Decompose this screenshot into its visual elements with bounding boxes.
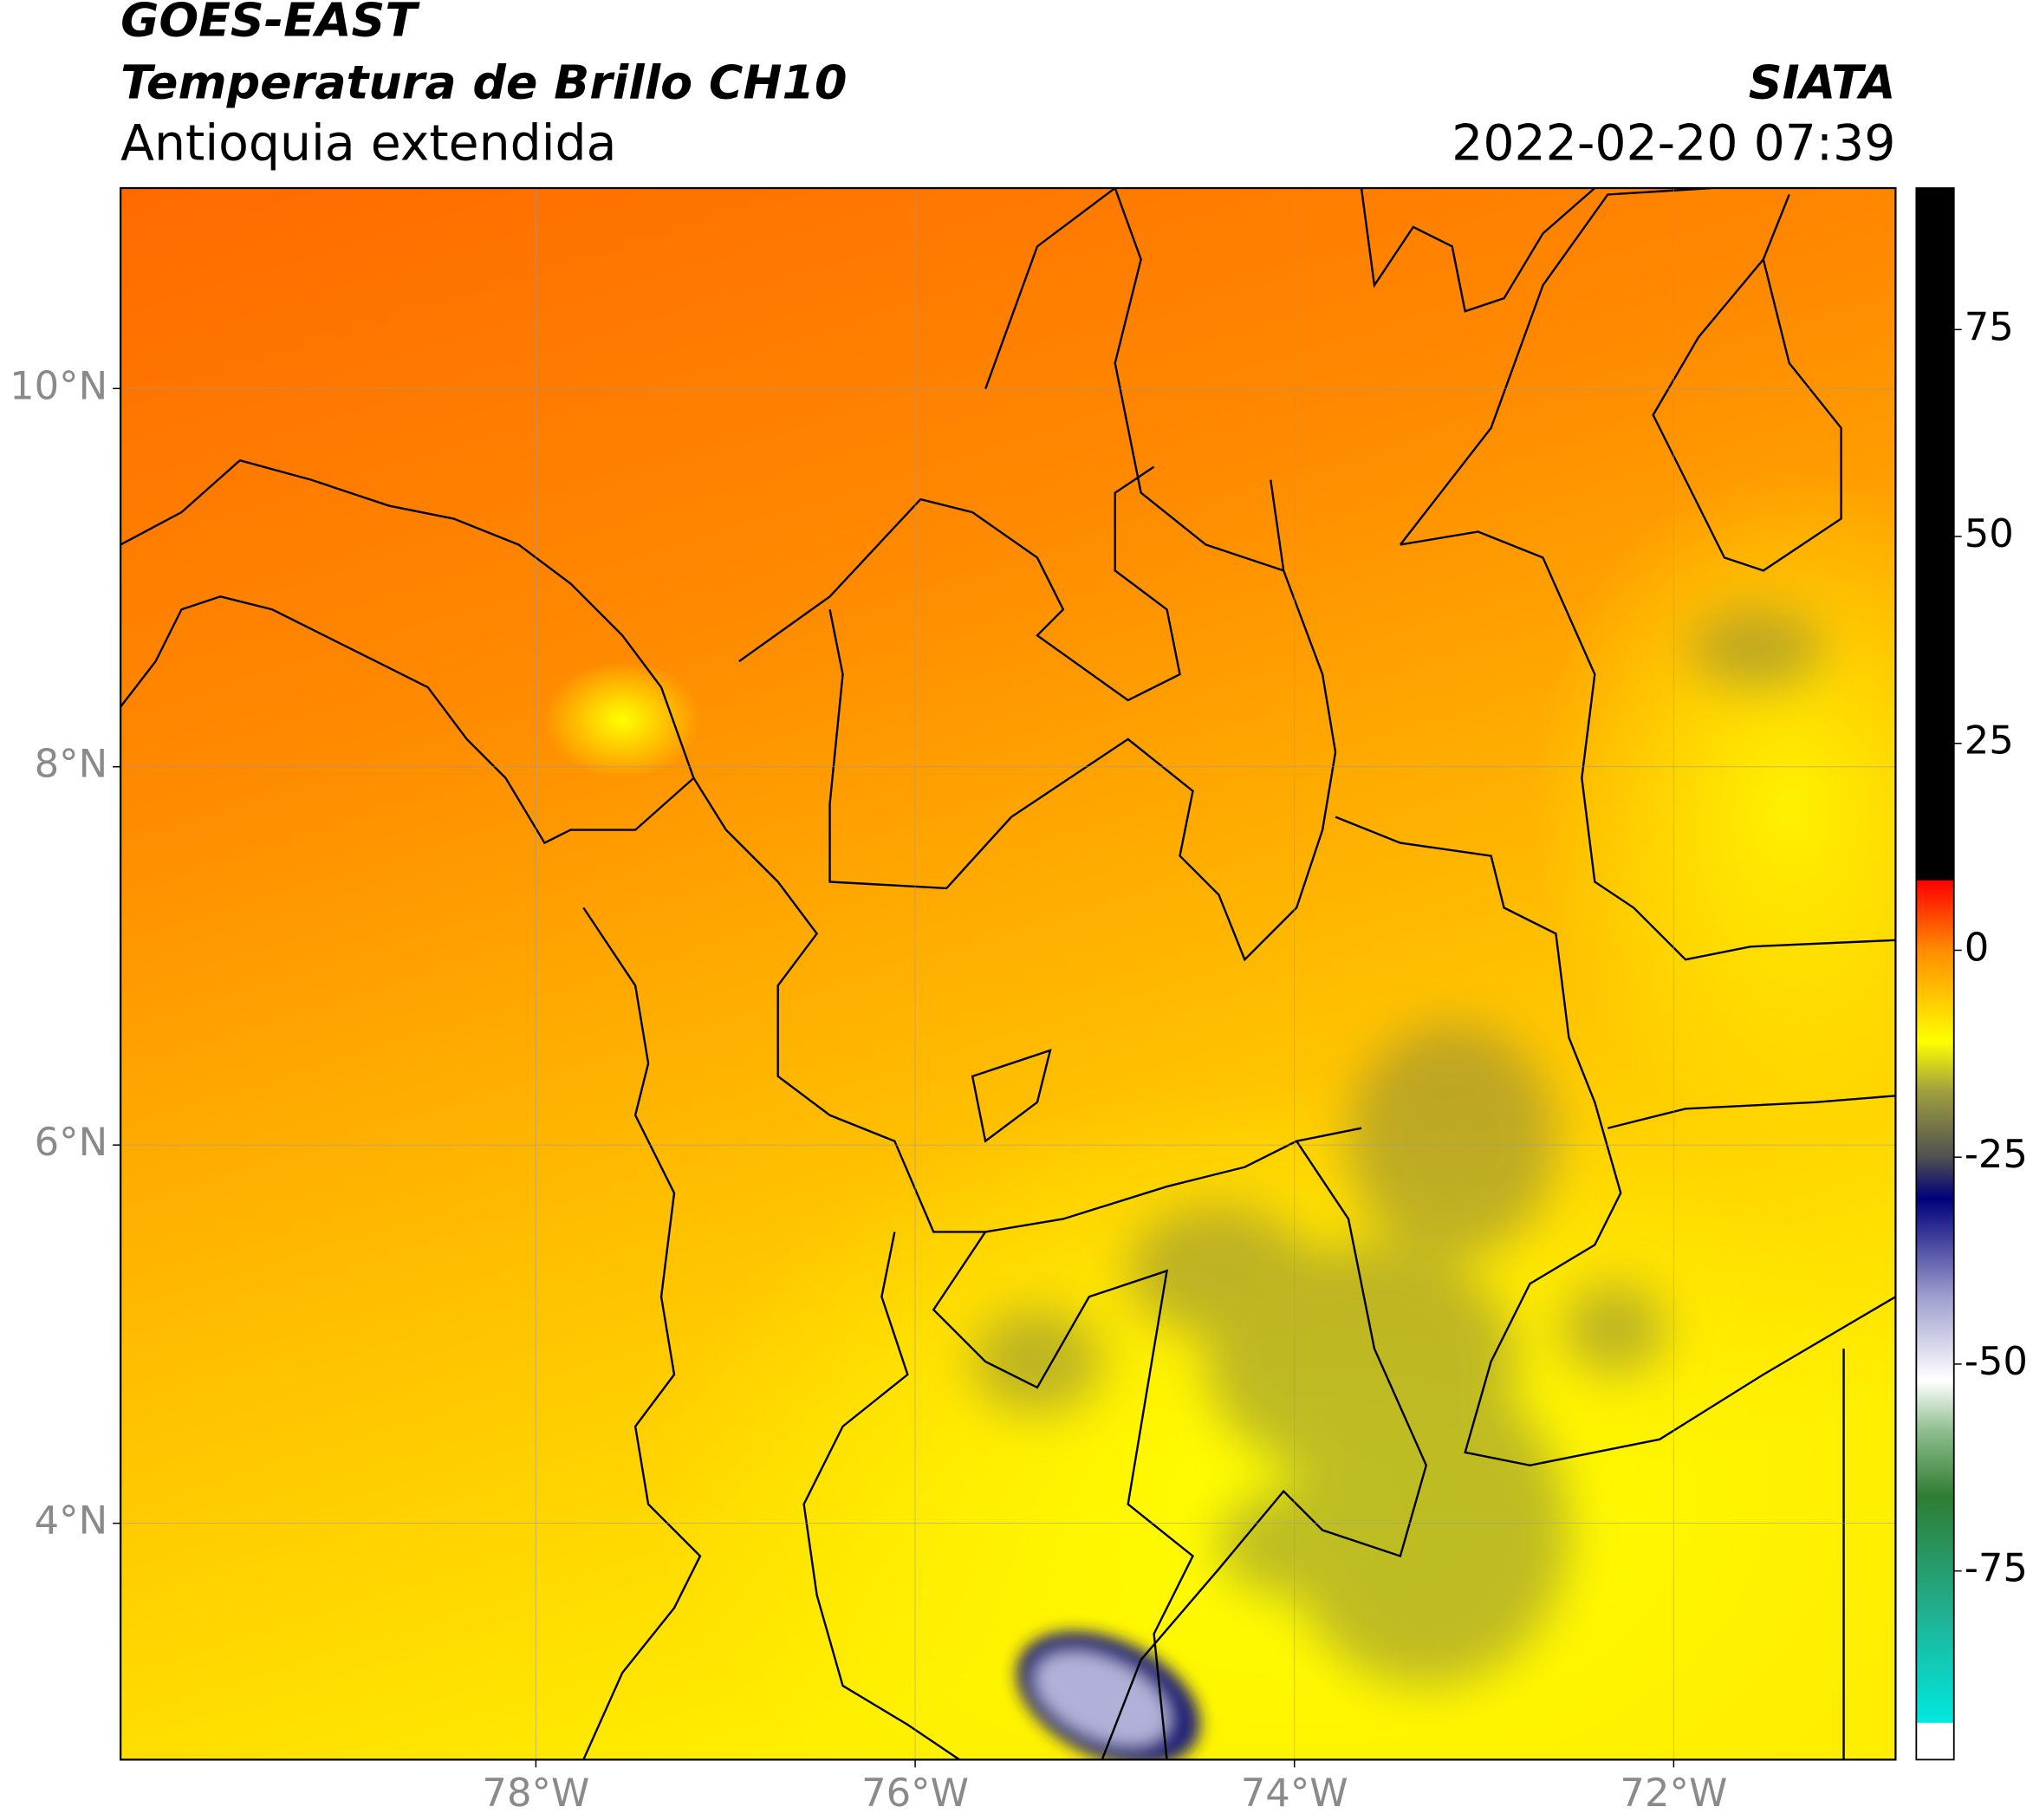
x-tick-label: 72°W bbox=[1620, 1770, 1727, 1816]
colorbar-tick-label: -25 bbox=[1965, 1131, 2028, 1177]
title: GOES-EAST bbox=[120, 0, 420, 48]
map-image bbox=[120, 188, 1896, 1760]
x-tick-label: 76°W bbox=[861, 1770, 969, 1816]
y-tick-label: 8°N bbox=[35, 741, 108, 787]
colorbar-tick-label: 75 bbox=[1965, 303, 2014, 349]
colorbar-tick-label: -75 bbox=[1965, 1545, 2028, 1591]
map-frame bbox=[120, 186, 1897, 1761]
x-tick-label: 78°W bbox=[482, 1770, 589, 1816]
colorbar-tick-label: 50 bbox=[1965, 510, 2014, 556]
colorbar-tick-label: 0 bbox=[1965, 924, 1990, 970]
x-tick-label: 74°W bbox=[1241, 1770, 1348, 1816]
borders bbox=[120, 188, 1896, 1760]
y-tick-label: 4°N bbox=[35, 1498, 108, 1544]
datetime: 2022-02-20 07:39 bbox=[1452, 115, 1895, 172]
colorbar-tick-label: -50 bbox=[1965, 1338, 2028, 1384]
y-tick-label: 6°N bbox=[35, 1119, 108, 1165]
y-tick-label: 10°N bbox=[10, 362, 107, 408]
colorbar-tick-label: 25 bbox=[1965, 718, 2014, 764]
subtitle: Temperatura de Brillo CH10 bbox=[120, 55, 847, 109]
colorbar bbox=[1915, 187, 1955, 1761]
source: SIATA bbox=[1749, 55, 1896, 109]
region: Antioquia extendida bbox=[120, 115, 616, 172]
